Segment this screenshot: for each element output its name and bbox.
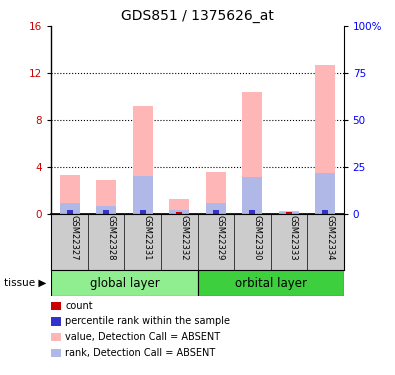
Bar xyxy=(213,210,219,214)
Bar xyxy=(315,65,335,214)
Bar xyxy=(60,203,80,214)
Bar xyxy=(322,210,328,214)
Bar xyxy=(242,177,262,214)
Bar xyxy=(213,211,219,214)
Bar xyxy=(96,206,116,214)
Bar xyxy=(176,211,182,214)
Text: count: count xyxy=(65,301,93,310)
Bar xyxy=(169,210,189,214)
Bar xyxy=(103,211,109,214)
Bar xyxy=(279,212,299,214)
Text: percentile rank within the sample: percentile rank within the sample xyxy=(65,316,230,326)
Bar xyxy=(67,210,73,214)
Bar xyxy=(286,213,292,214)
Text: orbital layer: orbital layer xyxy=(235,277,307,290)
Bar xyxy=(249,210,255,214)
Text: global layer: global layer xyxy=(90,277,159,290)
Bar xyxy=(103,210,109,214)
Text: GSM22327: GSM22327 xyxy=(70,215,79,261)
Bar xyxy=(279,211,299,214)
Bar xyxy=(315,173,335,214)
Text: GSM22333: GSM22333 xyxy=(289,215,298,261)
Text: GSM22328: GSM22328 xyxy=(106,215,115,261)
Text: rank, Detection Call = ABSENT: rank, Detection Call = ABSENT xyxy=(65,348,215,358)
Bar xyxy=(286,211,292,214)
Text: GSM22332: GSM22332 xyxy=(179,215,188,261)
Text: value, Detection Call = ABSENT: value, Detection Call = ABSENT xyxy=(65,332,220,342)
Bar xyxy=(60,175,80,214)
Bar xyxy=(206,172,226,214)
Bar xyxy=(133,106,153,214)
Bar xyxy=(242,92,262,214)
Bar xyxy=(140,211,146,214)
Text: GSM22330: GSM22330 xyxy=(252,215,261,261)
Bar xyxy=(67,211,73,214)
Bar xyxy=(176,213,182,214)
Text: GDS851 / 1375626_at: GDS851 / 1375626_at xyxy=(121,9,274,23)
Bar xyxy=(169,198,189,214)
Bar xyxy=(133,176,153,214)
Text: tissue ▶: tissue ▶ xyxy=(4,278,46,288)
Bar xyxy=(96,180,116,214)
Bar xyxy=(140,210,146,214)
Text: GSM22329: GSM22329 xyxy=(216,215,225,261)
Bar xyxy=(206,203,226,214)
Bar xyxy=(198,270,344,296)
Text: GSM22331: GSM22331 xyxy=(143,215,152,261)
Bar xyxy=(249,211,255,214)
Bar xyxy=(322,211,328,214)
Text: GSM22334: GSM22334 xyxy=(325,215,335,261)
Bar xyxy=(51,270,198,296)
